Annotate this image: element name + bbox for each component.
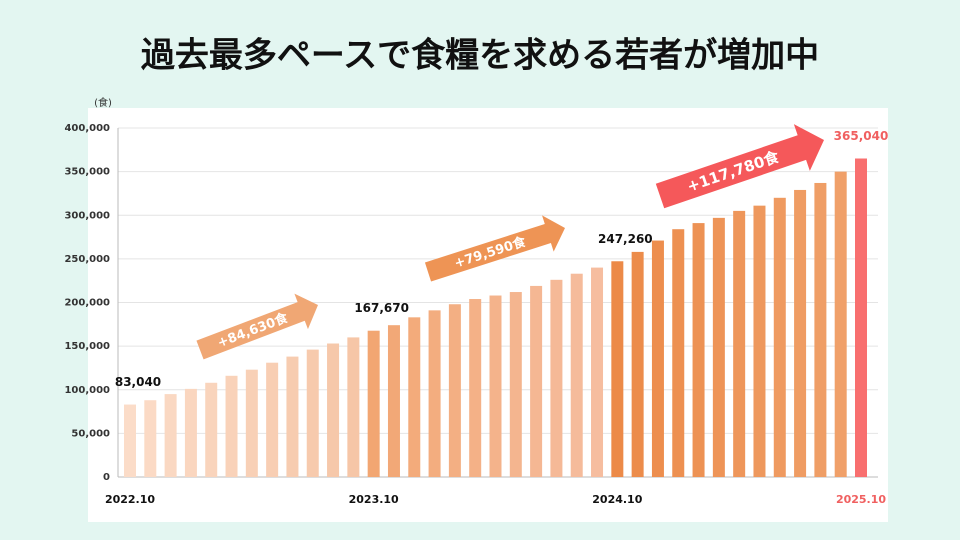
- bar: [611, 261, 624, 477]
- bar: [489, 295, 502, 477]
- value-label: 365,040: [834, 129, 889, 143]
- bar: [245, 369, 258, 477]
- bar: [651, 240, 664, 477]
- bar: [753, 205, 766, 477]
- y-tick-label: 50,000: [71, 428, 110, 439]
- bar: [428, 310, 441, 477]
- bar: [164, 394, 177, 477]
- bar: [509, 292, 522, 477]
- value-label: 167,670: [354, 301, 409, 315]
- bar: [591, 267, 604, 477]
- bar: [631, 251, 644, 477]
- bar: [448, 304, 461, 477]
- bar: [672, 229, 685, 477]
- bar: [530, 285, 543, 477]
- x-tick-label: 2025.10: [836, 493, 886, 506]
- value-label: 247,260: [598, 232, 653, 246]
- bar: [570, 273, 583, 477]
- bar: [184, 388, 197, 477]
- y-tick-label: 150,000: [64, 341, 110, 352]
- y-tick-label: 400,000: [64, 123, 110, 134]
- bar: [794, 189, 807, 477]
- x-tick-label: 2022.10: [105, 493, 155, 506]
- bar: [286, 356, 299, 477]
- bar: [834, 171, 847, 477]
- value-label: 83,040: [115, 375, 161, 389]
- chart-title: 過去最多ペースで食糧を求める若者が増加中: [141, 36, 819, 76]
- bar: [367, 330, 380, 477]
- bar: [469, 299, 482, 477]
- y-tick-label: 300,000: [64, 210, 110, 221]
- bar: [306, 349, 319, 477]
- bar: [855, 158, 867, 477]
- bar: [773, 197, 786, 478]
- bar: [327, 343, 340, 477]
- y-tick-label: 100,000: [64, 385, 110, 396]
- x-tick-label: 2024.10: [592, 493, 642, 506]
- unit-label: (食): [94, 96, 112, 109]
- bar: [144, 400, 157, 477]
- bar: [550, 279, 563, 477]
- y-tick-label: 200,000: [64, 298, 110, 309]
- bar: [205, 382, 218, 477]
- y-tick-label: 250,000: [64, 254, 110, 265]
- arrow-shape: [424, 215, 565, 282]
- bar: [266, 362, 279, 477]
- bar: [347, 337, 360, 477]
- bar: [225, 375, 238, 477]
- arrow-shape: [196, 293, 319, 360]
- arrow-shape: [655, 124, 825, 209]
- y-tick-label: 0: [103, 472, 110, 483]
- y-tick-label: 350,000: [64, 167, 110, 178]
- x-tick-label: 2023.10: [349, 493, 399, 506]
- bar: [387, 325, 400, 477]
- bar: [408, 317, 421, 477]
- bar: [712, 217, 725, 477]
- bar: [124, 404, 136, 477]
- bar: [814, 182, 827, 477]
- bar: [733, 210, 746, 477]
- bar: [692, 223, 705, 477]
